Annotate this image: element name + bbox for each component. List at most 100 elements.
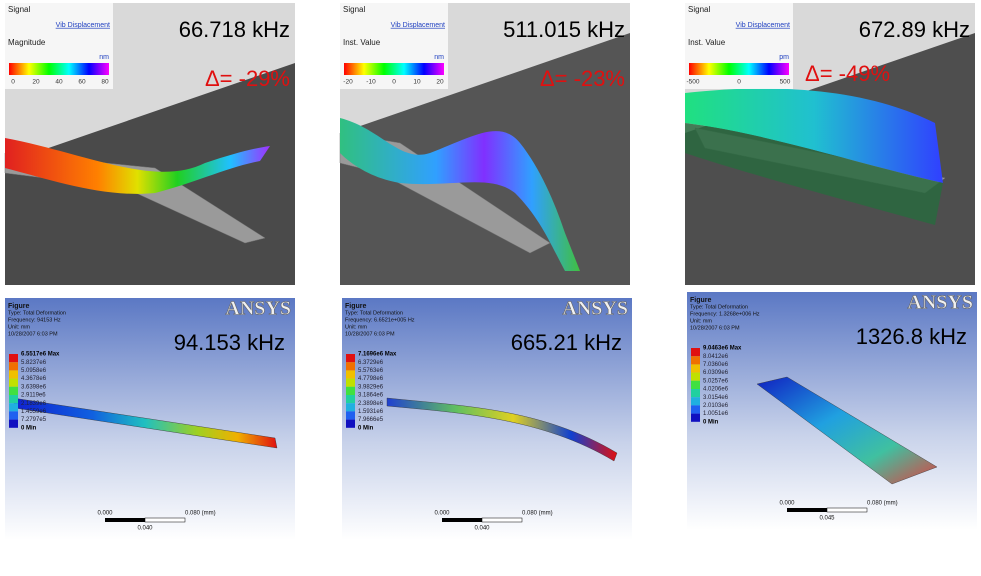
legend-label: 6.5517e6 Max (21, 352, 60, 358)
scale-label-end: 0.080 (mm) (522, 511, 553, 517)
colorbar-tick: -10 (366, 79, 376, 86)
legend-label: 9.0463e6 Max (703, 346, 742, 352)
figure-label: Figure (345, 303, 366, 310)
legend-label: 7.2797e5 (21, 417, 47, 423)
date-info: 10/28/2007 6:03 PM (8, 331, 58, 337)
scale-bar-white (144, 517, 186, 523)
unit-label: pm (779, 54, 789, 61)
legend-swatch (346, 370, 355, 379)
colorbar-tick: 500 (780, 79, 791, 86)
colorbar (344, 63, 444, 75)
legend-label: 1.4559e6 (21, 409, 47, 415)
legend-label: 4.3678e6 (21, 376, 47, 382)
colorbar-tick: 0 (392, 79, 396, 86)
legend-swatch (9, 411, 18, 420)
unit-label: nm (434, 54, 444, 61)
legend-label: 3.0154e6 (703, 395, 729, 401)
legend-label: 6.0309e6 (703, 370, 729, 376)
legend-label: 1.0051e6 (703, 411, 729, 417)
delta-label: Δ= -49% (805, 61, 890, 86)
figure-label: Figure (8, 303, 29, 310)
colorbar-tick: 80 (101, 79, 109, 86)
unit-info: Unit: mm (345, 324, 367, 330)
colorbar-tick: 40 (55, 79, 63, 86)
colorbar-tick: 20 (32, 79, 40, 86)
deformed-body (756, 376, 938, 485)
colorbar (689, 63, 789, 75)
legend-label: 7.1696e6 Max (358, 352, 397, 358)
legend-label: 1.5931e6 (358, 409, 384, 415)
scale-bar-black (442, 518, 482, 522)
mode-shape (685, 88, 943, 183)
top-panel: Signal Vib Displacement Inst. Value pm -500 0… (685, 3, 975, 285)
legend-label: 5.5763e6 (358, 368, 384, 374)
colorbar-tick: -20 (343, 79, 353, 86)
legend-swatch (691, 397, 700, 406)
legend-swatch (691, 372, 700, 381)
legend-swatch (346, 378, 355, 387)
legend-label: 4.7798e6 (358, 376, 384, 382)
legend-swatch (691, 348, 700, 357)
legend-swatch (691, 389, 700, 398)
legend-swatch (346, 403, 355, 412)
colorbar-tick: 0 (737, 79, 741, 86)
result-type: Type: Total Deformation (345, 310, 403, 316)
signal-type: Vib Displacement (736, 22, 790, 29)
mode-shape (340, 118, 580, 271)
legend-label: 2.1839e6 (21, 401, 47, 407)
legend-label: 5.8237e6 (21, 360, 47, 366)
legend-swatch (346, 395, 355, 404)
scale-bar-white (481, 517, 523, 523)
legend-label: 4.0206e6 (703, 387, 729, 393)
legend-swatch (9, 395, 18, 404)
signal-type: Vib Displacement (391, 22, 445, 29)
legend-swatch (346, 362, 355, 371)
colorbar-tick: 10 (413, 79, 421, 86)
legend-label: 5.0257e6 (703, 378, 729, 384)
legend-swatch (691, 405, 700, 414)
legend-swatch (691, 413, 700, 422)
frequency-info: Frequency: 94153 Hz (8, 317, 61, 323)
scale-label-start: 0.000 (434, 511, 450, 517)
top-panel: Signal Vib Displacement Inst. Value nm -20 -1… (339, 3, 630, 285)
signal-label: Signal (8, 5, 30, 14)
colorbar-tick: 0 (11, 79, 15, 86)
frequency-label: 66.718 kHz (179, 17, 290, 42)
quantity-label: Inst. Value (343, 38, 381, 47)
legend-label: 7.9666e5 (358, 417, 384, 423)
ansys-logo: ANSYS (562, 298, 628, 320)
legend-label: 2.3898e6 (358, 401, 384, 407)
unit-info: Unit: mm (8, 324, 30, 330)
date-info: 10/28/2007 6:03 PM (690, 325, 740, 331)
frequency-label: 511.015 kHz (503, 17, 625, 42)
scale-label-start: 0.000 (97, 511, 113, 517)
scale-label-end: 0.080 (mm) (185, 511, 216, 517)
colorbar (9, 63, 109, 75)
legend-swatch (691, 364, 700, 373)
signal-type: Vib Displacement (56, 22, 110, 29)
legend-label: 5.0958e6 (21, 368, 47, 374)
legend-label: 6.3729e6 (358, 360, 384, 366)
legend-swatch (346, 419, 355, 428)
mode-side (685, 123, 943, 225)
legend-swatch (9, 354, 18, 363)
legend-swatch (691, 356, 700, 365)
scale-label-mid: 0.040 (474, 526, 490, 532)
legend-label: 0 Min (21, 425, 37, 431)
date-info: 10/28/2007 6:03 PM (345, 331, 395, 337)
legend-swatch (9, 370, 18, 379)
legend-label: 7.0360e6 (703, 362, 729, 368)
legend-swatch (346, 411, 355, 420)
scale-bar-black (787, 508, 827, 512)
legend-swatch (691, 380, 700, 389)
legend-swatch (9, 386, 18, 395)
colorbar-tick: -500 (686, 79, 699, 86)
colorbar-tick: 60 (78, 79, 86, 86)
legend-swatch (9, 419, 18, 428)
delta-label: Δ= -23% (540, 66, 625, 91)
frequency-label: 672.89 kHz (859, 17, 970, 42)
quantity-label: Magnitude (8, 38, 46, 47)
